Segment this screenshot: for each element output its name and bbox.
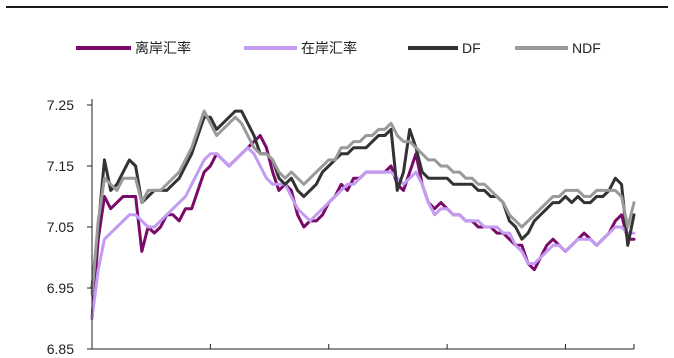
- top-border-rule: [6, 6, 668, 8]
- series-line-1: [90, 134, 636, 320]
- legend-label: 离岸汇率: [135, 40, 191, 56]
- series-line-4: [90, 109, 636, 296]
- y-tick-label: 7.05: [47, 219, 74, 235]
- series-line-2: [90, 146, 636, 320]
- legend-label: NDF: [572, 40, 601, 56]
- y-tick-label: 7.15: [47, 158, 74, 174]
- series-lines: [90, 109, 636, 320]
- axes: 6.85 6.95 7.05 7.15 7.25: [47, 97, 635, 357]
- legend-item-4: NDF: [515, 40, 601, 56]
- legend-label: 在岸汇率: [301, 40, 357, 56]
- legend-label: DF: [462, 40, 481, 56]
- legend-item-2: 在岸汇率: [244, 40, 357, 56]
- legend-item-1: 离岸汇率: [76, 40, 191, 56]
- legend-item-3: DF: [408, 40, 481, 56]
- series-line-3: [90, 109, 636, 290]
- y-tick-label: 6.85: [47, 341, 74, 357]
- legend: 离岸汇率 在岸汇率 DF NDF: [76, 40, 601, 56]
- y-tick-label: 6.95: [47, 280, 74, 296]
- y-tick-label: 7.25: [47, 97, 74, 113]
